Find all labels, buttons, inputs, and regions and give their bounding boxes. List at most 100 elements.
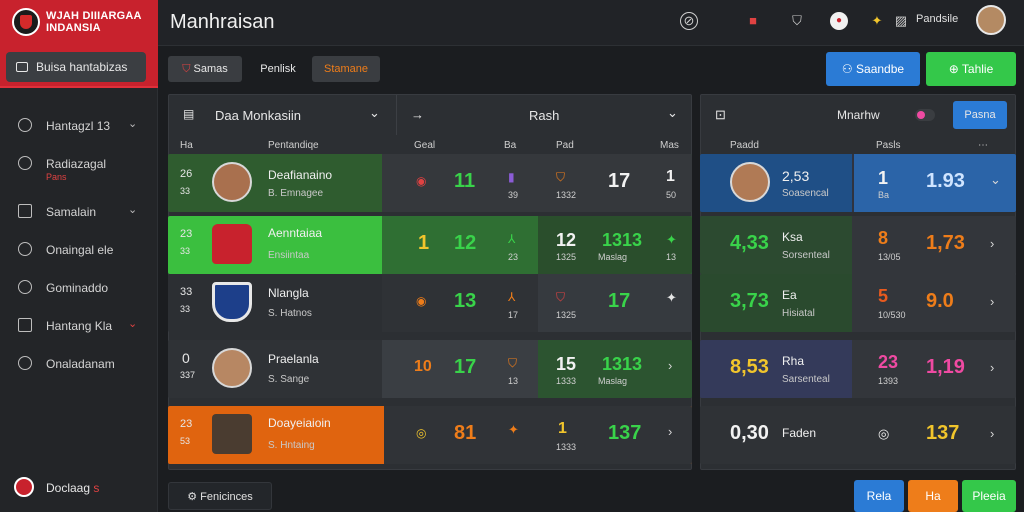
stats-row[interactable]: 2,53 Soasencal 1 Ba 1.93 ⌄ [700, 154, 1016, 212]
boot-icon: ⅄ [508, 290, 516, 304]
shield-icon[interactable]: ⛉ [792, 13, 802, 28]
footer-button-green[interactable]: Pleeia [962, 480, 1016, 512]
team-badge-icon[interactable]: ● [830, 12, 848, 30]
tab-stamane[interactable]: Stamane [312, 56, 380, 82]
sidebar-item-label: Samalain [46, 205, 97, 219]
sidebar-item-label: Gominaddo [46, 281, 109, 295]
row-stats-bg [384, 406, 692, 464]
more-icon[interactable]: ⋯ [978, 140, 988, 151]
user-name[interactable]: Pandsile [916, 13, 959, 25]
player-name: Aenntaiaa [268, 226, 323, 240]
chevron-down-icon[interactable]: ⌄ [990, 172, 1001, 187]
stat-value: 1 [558, 420, 567, 437]
stats-row-left [700, 274, 852, 332]
arrow-right-icon: → [411, 107, 424, 122]
stats-row[interactable]: 3,73 Ea Hisiatal 5 10/530 9.0 › [700, 274, 1016, 332]
footer-filter-button[interactable]: ⚙ Fenicinces [168, 482, 272, 510]
plus-icon: ⊕ [948, 62, 959, 76]
compass-icon[interactable]: ⊘ [680, 12, 698, 30]
stat-sub: 39 [508, 190, 519, 200]
sidebar-item-onaladanam[interactable]: Onaladanam [0, 348, 158, 378]
stat-sub: Ba [878, 190, 890, 200]
table-row[interactable]: 23 53 Doayeiaioin S. Hntaing ◎ 81 ✦ 1 13… [168, 406, 692, 464]
stat-sub: 1333 [556, 376, 577, 386]
sidebar-item-label: Onaingal ele [46, 243, 114, 257]
rank: 23 [180, 418, 193, 430]
tab-samas[interactable]: ⛉ Samas [168, 56, 242, 82]
table-row[interactable]: 23 33 Aenntaiaa Ensiintaa 1 12 ⅄ 23 12 1… [168, 216, 692, 274]
profile-name: Doclaag s [46, 481, 99, 495]
sidebar-item-hantagzl[interactable]: Hantagzl 13 ⌄ [0, 110, 158, 140]
club-crest-icon [212, 414, 252, 454]
column-header: Mas [660, 140, 679, 151]
stats-row-left [700, 340, 852, 398]
table-row[interactable]: 0 337 Praelanla S. Sange 10 17 ⛉ 13 15 1… [168, 340, 692, 398]
ball-icon: ◎ [416, 426, 427, 440]
sidebar-item-onaingal[interactable]: Onaingal ele [0, 234, 158, 264]
table-icon: ▤ [183, 107, 195, 121]
stats-button[interactable]: Pasna [953, 101, 1007, 129]
jersey-icon [212, 224, 252, 264]
stat-value: 17 [608, 290, 631, 312]
star-icon: ✦ [508, 422, 519, 437]
footer-button-blue[interactable]: Rela [854, 480, 904, 512]
sidebar-item-samalain[interactable]: Samalain ⌄ [0, 196, 158, 226]
stat-sub: 1332 [556, 190, 577, 200]
stat-value: 3,73 [730, 290, 769, 312]
chevron-right-icon[interactable]: › [990, 360, 995, 375]
column-header: Ba [504, 140, 517, 151]
brand-header: WJAH DIIIARGAA INDANSIA Buisa hantabizas [0, 0, 158, 88]
table-row[interactable]: 33 33 Nlangla S. Hatnos ◉ 13 ⅄ 17 ⛉ 1325… [168, 274, 692, 332]
stats-row[interactable]: 0,30 Faden ◎ 137 › [700, 406, 1016, 464]
player-sub: S. Hatnos [268, 308, 312, 319]
toggle-switch[interactable] [915, 109, 935, 121]
tab-label: Stamane [323, 63, 369, 75]
round-select[interactable]: → Rash ⌄ [397, 95, 693, 135]
image-icon[interactable]: ▨ [894, 13, 908, 28]
rank-sub: 33 [180, 186, 191, 196]
stat-value: 8 [878, 228, 889, 248]
chevron-right-icon[interactable]: › [990, 294, 995, 309]
stats-row[interactable]: 4,33 Ksa Sorsenteal 8 13/05 1,73 › [700, 216, 1016, 274]
avatar[interactable] [976, 5, 1006, 35]
chevron-down-icon: ⌄ [128, 318, 138, 330]
chevron-right-icon[interactable]: › [668, 424, 673, 439]
ball-icon: ◎ [878, 426, 890, 441]
chevron-down-icon: ⌄ [369, 105, 380, 120]
flag-icon[interactable]: ■ [749, 13, 757, 28]
tab-label: Penlisk [260, 63, 296, 75]
sidebar-item-radiazagal[interactable]: Radiazagal Pans [0, 148, 158, 182]
shield-icon: ⛉ [182, 63, 191, 75]
column-header: Paadd [730, 140, 759, 151]
sidebar-item-gominaddo[interactable]: Gominaddo [0, 272, 158, 302]
profile-menu[interactable]: Doclaag s [14, 476, 154, 502]
ball-icon [18, 156, 32, 170]
tab-penlisk[interactable]: Penlisk [250, 56, 306, 82]
brand-menu-button[interactable]: Buisa hantabizas [6, 52, 146, 82]
stat-value: 12 [556, 230, 577, 250]
stats-row[interactable]: 8,53 Rha Sarsenteal 23 1393 1,19 › [700, 340, 1016, 398]
chevron-right-icon[interactable]: › [990, 236, 995, 251]
player-name: Praelanla [268, 352, 319, 366]
competition-select[interactable]: ▤ Daa Monkasiin ⌄ [169, 95, 397, 135]
column-header: Ha [180, 140, 193, 151]
footer-button-orange[interactable]: Ha [908, 480, 958, 512]
player-sub: S. Hntaing [268, 440, 315, 451]
stat-sub: 13 [508, 376, 519, 386]
chevron-right-icon[interactable]: › [668, 358, 673, 373]
player-name: Doayeiaioin [268, 416, 331, 430]
secondary-action-button[interactable]: ⊕ Tahlie [926, 52, 1016, 86]
shield-icon: ⛉ [556, 290, 566, 304]
rank: 33 [180, 286, 193, 298]
chevron-right-icon[interactable]: › [990, 426, 995, 441]
stat-value: 81 [454, 422, 477, 444]
sidebar-item-hantang[interactable]: Hantang Kla ⌄ [0, 310, 158, 340]
rank: 0 [182, 350, 190, 366]
row-stats-bg [538, 340, 692, 398]
stats-row-left [700, 154, 852, 212]
primary-action-button[interactable]: ⚇ Saandbe [826, 52, 920, 86]
table-row[interactable]: 26 33 Deafianaino B. Emnagee ◉ 11 ▮ 39 ⛉… [168, 154, 692, 212]
stat-sub: Soasencal [782, 188, 829, 199]
trophy-icon[interactable]: ✦ [871, 13, 883, 28]
